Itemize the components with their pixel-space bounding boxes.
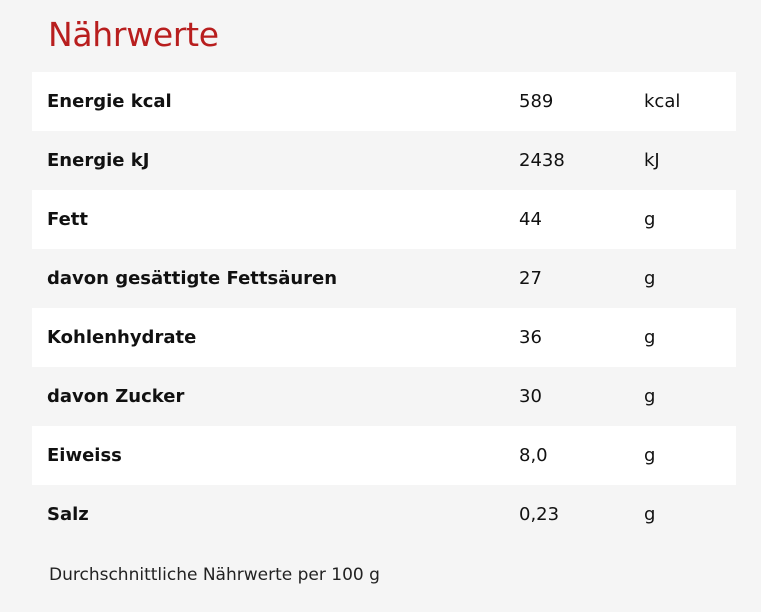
table-row: Kohlenhydrate 36 g <box>32 308 736 367</box>
nutrient-name: Fett <box>47 209 88 230</box>
nutrient-unit: g <box>644 504 656 525</box>
nutrient-unit: g <box>644 445 656 466</box>
nutrient-name: davon Zucker <box>47 386 185 407</box>
nutrient-unit: kJ <box>644 150 660 171</box>
table-row: davon Zucker 30 g <box>32 367 736 426</box>
nutrient-unit: kcal <box>644 91 681 112</box>
nutrient-unit: g <box>644 327 656 348</box>
nutrient-name: Salz <box>47 504 89 525</box>
nutrient-value: 36 <box>519 327 542 348</box>
nutrient-value: 589 <box>519 91 554 112</box>
nutrient-value: 0,23 <box>519 504 560 525</box>
nutrient-name: Energie kJ <box>47 150 150 171</box>
nutrient-name: Energie kcal <box>47 91 172 112</box>
table-row: Fett 44 g <box>32 190 736 249</box>
nutrient-unit: g <box>644 268 656 289</box>
nutrient-value: 2438 <box>519 150 565 171</box>
nutrient-name: Eiweiss <box>47 445 122 466</box>
nutrient-name: davon gesättigte Fettsäuren <box>47 268 338 289</box>
table-row: Energie kcal 589 kcal <box>32 72 736 131</box>
nutrition-table: Energie kcal 589 kcal Energie kJ 2438 kJ… <box>32 72 736 544</box>
nutrient-value: 27 <box>519 268 542 289</box>
footnote: Durchschnittliche Nährwerte per 100 g <box>49 565 380 585</box>
section-title: Nährwerte <box>48 15 219 54</box>
table-row: Eiweiss 8,0 g <box>32 426 736 485</box>
nutrient-value: 44 <box>519 209 542 230</box>
table-row: davon gesättigte Fettsäuren 27 g <box>32 249 736 308</box>
nutrient-name: Kohlenhydrate <box>47 327 197 348</box>
table-row: Salz 0,23 g <box>32 485 736 544</box>
nutrient-unit: g <box>644 209 656 230</box>
nutrient-unit: g <box>644 386 656 407</box>
nutrient-value: 30 <box>519 386 542 407</box>
table-row: Energie kJ 2438 kJ <box>32 131 736 190</box>
nutrient-value: 8,0 <box>519 445 548 466</box>
